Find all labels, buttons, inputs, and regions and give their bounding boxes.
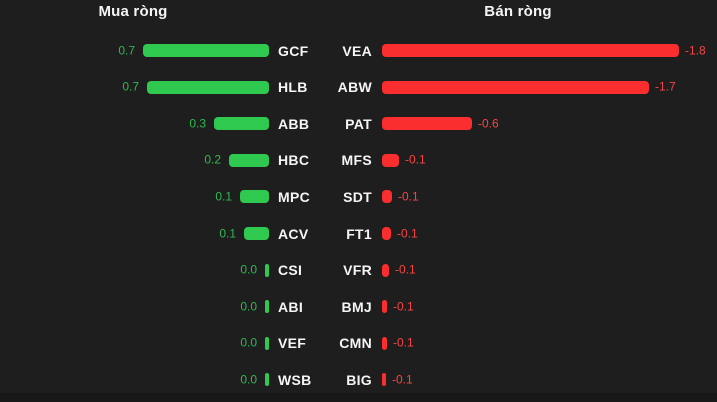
buy-bar-HBC bbox=[229, 153, 269, 167]
ticker-label-VEA: VEA bbox=[342, 42, 372, 59]
sell-bar-MFS bbox=[382, 153, 399, 167]
sell-value-SDT: -0.1 bbox=[398, 189, 419, 204]
sell-value-FT1: -0.1 bbox=[397, 226, 418, 240]
ticker-label-VEF: VEF bbox=[278, 335, 307, 352]
ticker-label-ABW: ABW bbox=[337, 79, 372, 96]
bottom-strip bbox=[0, 393, 717, 402]
ticker-label-BMJ: BMJ bbox=[341, 298, 372, 315]
buy-value-GCF: 0.7 bbox=[118, 43, 135, 57]
buy-value-ACV: 0.1 bbox=[219, 226, 236, 240]
sell-panel-title: Bán ròng bbox=[484, 3, 552, 20]
ticker-label-CSI: CSI bbox=[278, 262, 303, 279]
sell-value-BIG: -0.1 bbox=[392, 372, 413, 387]
buy-bar-ACV bbox=[244, 227, 269, 240]
sell-bar-BMJ bbox=[382, 300, 387, 314]
buy-panel-title: Mua ròng bbox=[98, 3, 168, 20]
sell-value-PAT: -0.6 bbox=[478, 116, 499, 131]
buy-value-WSB: 0.0 bbox=[240, 372, 257, 387]
ticker-label-WSB: WSB bbox=[278, 371, 312, 388]
buy-value-ABB: 0.3 bbox=[189, 116, 206, 131]
ticker-label-SDT: SDT bbox=[343, 188, 372, 205]
ticker-label-CMN: CMN bbox=[339, 335, 372, 352]
sell-value-CMN: -0.1 bbox=[393, 335, 414, 350]
ticker-label-MPC: MPC bbox=[278, 188, 311, 205]
buy-value-HBC: 0.2 bbox=[204, 152, 221, 167]
sell-bar-VEA bbox=[382, 44, 679, 57]
sell-bar-SDT bbox=[382, 190, 392, 204]
sell-value-VEA: -1.8 bbox=[685, 43, 706, 57]
sell-bar-PAT bbox=[382, 117, 472, 131]
sell-value-MFS: -0.1 bbox=[405, 152, 426, 167]
ticker-label-FT1: FT1 bbox=[346, 225, 372, 242]
ticker-label-ABI: ABI bbox=[278, 298, 304, 315]
ticker-label-GCF: GCF bbox=[278, 42, 309, 59]
buy-bar-MPC bbox=[240, 190, 269, 204]
buy-value-ABI: 0.0 bbox=[240, 299, 257, 314]
buy-bar-ABI bbox=[265, 300, 269, 314]
sell-bar-FT1 bbox=[382, 227, 391, 240]
sell-value-BMJ: -0.1 bbox=[393, 299, 414, 314]
sell-bar-CMN bbox=[382, 336, 387, 350]
sell-value-VFR: -0.1 bbox=[395, 262, 416, 277]
ticker-label-PAT: PAT bbox=[345, 115, 372, 132]
buy-bar-CSI bbox=[265, 263, 269, 277]
sell-bar-BIG bbox=[382, 373, 386, 387]
ticker-label-VFR: VFR bbox=[343, 262, 372, 279]
buy-bar-ABB bbox=[214, 117, 269, 131]
sell-bar-VFR bbox=[382, 263, 389, 277]
buy-value-VEF: 0.0 bbox=[240, 335, 257, 350]
buy-value-HLB: 0.7 bbox=[122, 79, 139, 94]
buy-value-CSI: 0.0 bbox=[240, 262, 257, 277]
ticker-label-ABB: ABB bbox=[278, 115, 310, 132]
buy-bar-HLB bbox=[147, 80, 269, 94]
ticker-label-MFS: MFS bbox=[341, 152, 372, 169]
buy-bar-WSB bbox=[265, 373, 269, 387]
sell-bar-ABW bbox=[382, 80, 649, 94]
ticker-label-ACV: ACV bbox=[278, 225, 309, 242]
ticker-label-BIG: BIG bbox=[346, 371, 372, 388]
buy-bar-GCF bbox=[143, 44, 269, 57]
buy-bar-VEF bbox=[265, 336, 269, 350]
ticker-label-HBC: HBC bbox=[278, 152, 310, 169]
sell-value-ABW: -1.7 bbox=[655, 79, 676, 94]
buy-value-MPC: 0.1 bbox=[215, 189, 232, 204]
ticker-label-HLB: HLB bbox=[278, 79, 308, 96]
